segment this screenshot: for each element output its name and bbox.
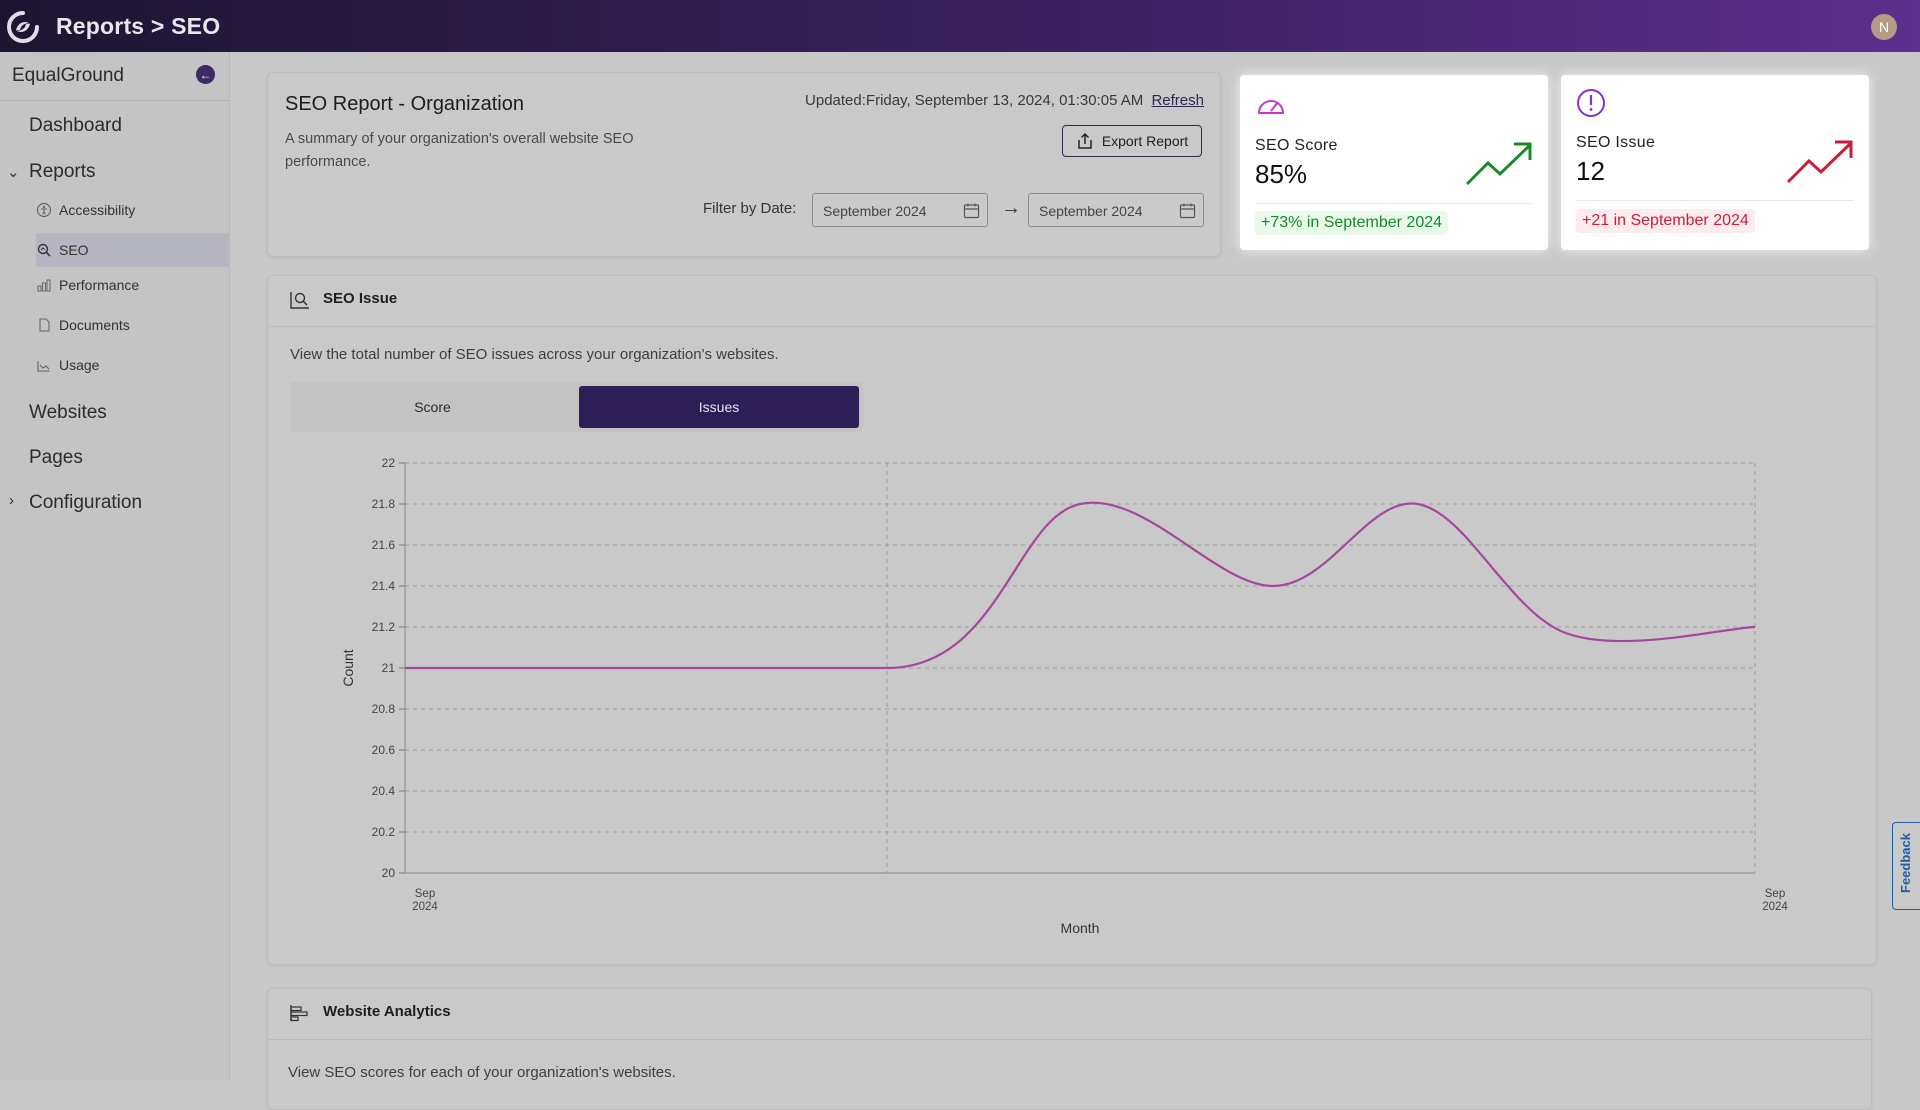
updated-timestamp: Friday, September 13, 2024, 01:30:05 AM — [865, 92, 1144, 109]
seo-issue-panel: SEO Issue View the total number of SEO i… — [267, 275, 1877, 965]
date-to-field[interactable]: September 2024 — [1028, 193, 1204, 227]
sidebar: EqualGround ← Dashboard ⌄ Reports Access… — [0, 52, 230, 1080]
chart-mode-toggle: Score Issues — [290, 382, 863, 432]
collapse-sidebar-button[interactable]: ← — [196, 65, 215, 84]
alert-circle-icon — [1577, 89, 1605, 117]
sidebar-item-label: Accessibility — [59, 202, 136, 218]
date-from-field[interactable]: September 2024 — [812, 193, 988, 227]
website-analytics-panel: Website Analytics View SEO scores for ea… — [267, 988, 1872, 1110]
report-header-panel: SEO Report - Organization A summary of y… — [267, 72, 1221, 257]
y-tick-label: 20 — [382, 866, 396, 880]
trend-up-icon — [1786, 140, 1853, 184]
y-tick-label: 20.8 — [372, 702, 396, 716]
sidebar-item-label: SEO — [59, 242, 89, 258]
divider — [268, 326, 1876, 327]
y-tick-label: 20.2 — [372, 825, 396, 839]
chart-search-icon — [290, 292, 309, 309]
seo-issue-label: SEO Issue — [1576, 134, 1656, 151]
calendar-icon[interactable] — [963, 202, 980, 219]
sidebar-item-accessibility[interactable]: Accessibility — [36, 193, 229, 227]
divider — [1255, 203, 1533, 204]
user-avatar[interactable]: N — [1871, 14, 1897, 40]
seo-issue-change: +21 in September 2024 — [1576, 209, 1755, 233]
y-tick-label: 21.8 — [372, 497, 396, 511]
sidebar-item-label: Documents — [59, 317, 130, 333]
feedback-label: Feedback — [1898, 833, 1913, 893]
y-axis-label: Count — [340, 649, 356, 686]
y-tick-label: 20.6 — [372, 743, 396, 757]
accessibility-icon — [36, 202, 52, 218]
website-analytics-title: Website Analytics — [323, 1003, 451, 1020]
sidebar-item-websites[interactable]: Websites — [29, 402, 107, 423]
seo-score-value: 85% — [1255, 159, 1308, 189]
divider — [1576, 200, 1854, 201]
sidebar-item-documents[interactable]: Documents — [36, 308, 229, 342]
sidebar-item-pages[interactable]: Pages — [29, 447, 83, 468]
seo-issue-card: SEO Issue 12 +21 in September 2024 — [1561, 75, 1869, 250]
export-label: Export Report — [1101, 133, 1189, 149]
seo-score-card: SEO Score 85% +73% in September 2024 — [1240, 75, 1548, 250]
arrow-right-icon: → — [1001, 197, 1021, 219]
x-tick-label: Sep 2024 — [412, 888, 438, 913]
performance-icon — [37, 279, 51, 292]
last-updated: Updated:Friday, September 13, 2024, 01:3… — [805, 92, 1204, 109]
y-tick-label: 21 — [382, 661, 396, 675]
divider — [268, 1039, 1871, 1040]
website-analytics-description: View SEO scores for each of your organiz… — [288, 1064, 676, 1081]
breadcrumb: Reports > SEO — [56, 13, 221, 39]
app-logo-icon[interactable] — [6, 10, 40, 44]
y-tick-label: 21.2 — [372, 620, 396, 634]
sidebar-item-reports[interactable]: Reports — [29, 161, 96, 182]
chevron-right-icon[interactable]: › — [9, 492, 14, 509]
y-tick-label: 21.4 — [372, 579, 396, 593]
sidebar-item-performance[interactable]: Performance — [36, 268, 229, 302]
gauge-icon — [1257, 100, 1285, 114]
y-tick-label: 21.6 — [372, 538, 396, 552]
x-tick-label: Sep 2024 — [1762, 888, 1788, 913]
page-title: SEO Report - Organization — [285, 93, 524, 115]
calendar-icon[interactable] — [1179, 202, 1196, 219]
bar-chart-icon — [290, 1005, 308, 1022]
top-bar: Reports > SEO N — [0, 0, 1920, 52]
export-report-button[interactable]: Export Report — [1062, 125, 1202, 157]
documents-icon — [39, 318, 50, 332]
date-to-value: September 2024 — [1039, 203, 1143, 219]
tab-issues[interactable]: Issues — [579, 386, 859, 428]
sidebar-item-seo[interactable]: SEO — [36, 233, 229, 267]
seo-issue-title: SEO Issue — [323, 290, 398, 307]
y-tick-label: 22 — [382, 456, 396, 470]
feedback-tab[interactable]: Feedback — [1892, 822, 1920, 910]
seo-issue-chart: 20 20.2 20.4 20.6 20.8 21 21.2 21.4 21.6 21.8 22 Se… — [340, 456, 1788, 936]
sidebar-item-dashboard[interactable]: Dashboard — [29, 115, 122, 136]
seo-icon — [37, 243, 51, 257]
arrow-left-icon: ← — [199, 67, 212, 82]
usage-icon — [37, 361, 50, 372]
seo-score-change: +73% in September 2024 — [1255, 211, 1449, 235]
report-description: A summary of your organization's overall… — [285, 131, 634, 170]
x-axis-label: Month — [1061, 920, 1100, 936]
seo-score-label: SEO Score — [1255, 137, 1338, 154]
sidebar-item-label: Performance — [59, 277, 140, 293]
sidebar-item-configuration[interactable]: Configuration — [29, 492, 143, 513]
sidebar-item-label: Usage — [59, 357, 100, 373]
chevron-down-icon[interactable]: ⌄ — [7, 164, 20, 181]
seo-issue-value: 12 — [1576, 156, 1605, 186]
refresh-link[interactable]: Refresh — [1151, 92, 1204, 109]
series-line-issues — [405, 501, 1756, 670]
org-switcher: EqualGround ← — [0, 52, 229, 101]
y-tick-label: 20.4 — [372, 784, 396, 798]
filter-label: Filter by Date: — [703, 200, 797, 217]
updated-prefix: Updated: — [805, 92, 866, 109]
org-name[interactable]: EqualGround — [12, 65, 124, 86]
seo-issue-description: View the total number of SEO issues acro… — [290, 346, 779, 363]
export-icon — [1078, 132, 1092, 149]
trend-up-icon — [1465, 142, 1532, 186]
sidebar-item-usage[interactable]: Usage — [36, 348, 229, 382]
date-from-value: September 2024 — [823, 203, 927, 219]
tab-score[interactable]: Score — [414, 399, 451, 415]
